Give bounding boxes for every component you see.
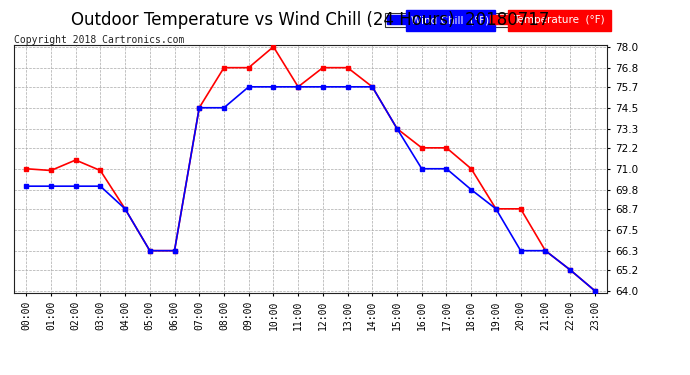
Legend: Wind Chill  (°F), Temperature  (°F): Wind Chill (°F), Temperature (°F) xyxy=(386,13,607,27)
Text: Outdoor Temperature vs Wind Chill (24 Hours)  20180717: Outdoor Temperature vs Wind Chill (24 Ho… xyxy=(71,11,550,29)
Text: Copyright 2018 Cartronics.com: Copyright 2018 Cartronics.com xyxy=(14,35,184,45)
